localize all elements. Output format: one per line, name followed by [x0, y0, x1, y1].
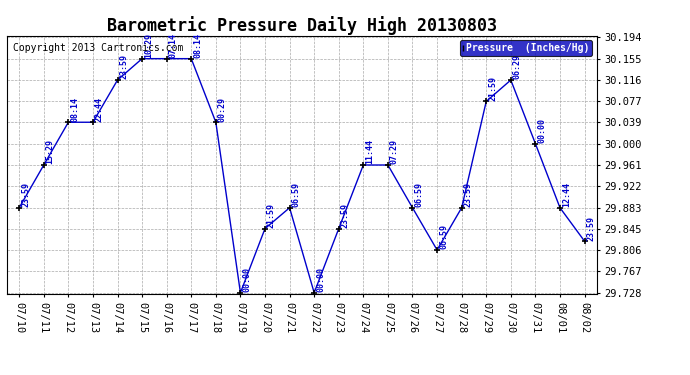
Text: 21:59: 21:59	[489, 76, 497, 101]
Text: 23:59: 23:59	[464, 182, 473, 207]
Text: 07:14: 07:14	[168, 33, 177, 58]
Text: 06:59: 06:59	[292, 182, 301, 207]
Text: 23:59: 23:59	[586, 216, 595, 241]
Text: Copyright 2013 Cartronics.com: Copyright 2013 Cartronics.com	[13, 44, 183, 53]
Text: 08:14: 08:14	[193, 33, 202, 58]
Text: 23:59: 23:59	[341, 203, 350, 228]
Text: 23:59: 23:59	[119, 54, 128, 80]
Text: 12:44: 12:44	[562, 182, 571, 207]
Text: 15:29: 15:29	[46, 140, 55, 165]
Text: 00:00: 00:00	[242, 267, 251, 292]
Text: 00:00: 00:00	[538, 118, 546, 143]
Text: 22:44: 22:44	[95, 97, 104, 122]
Legend: Pressure  (Inches/Hg): Pressure (Inches/Hg)	[460, 40, 592, 56]
Text: 08:14: 08:14	[70, 97, 79, 122]
Text: 07:29: 07:29	[390, 140, 399, 165]
Text: 21:59: 21:59	[267, 203, 276, 228]
Text: 06:59: 06:59	[439, 224, 448, 249]
Text: 23:59: 23:59	[21, 182, 30, 207]
Text: 06:59: 06:59	[415, 182, 424, 207]
Text: 06:29: 06:29	[513, 54, 522, 80]
Text: 10:29: 10:29	[144, 33, 153, 58]
Text: 00:29: 00:29	[218, 97, 227, 122]
Title: Barometric Pressure Daily High 20130803: Barometric Pressure Daily High 20130803	[107, 16, 497, 36]
Text: 11:44: 11:44	[365, 140, 374, 165]
Text: 00:00: 00:00	[316, 267, 325, 292]
